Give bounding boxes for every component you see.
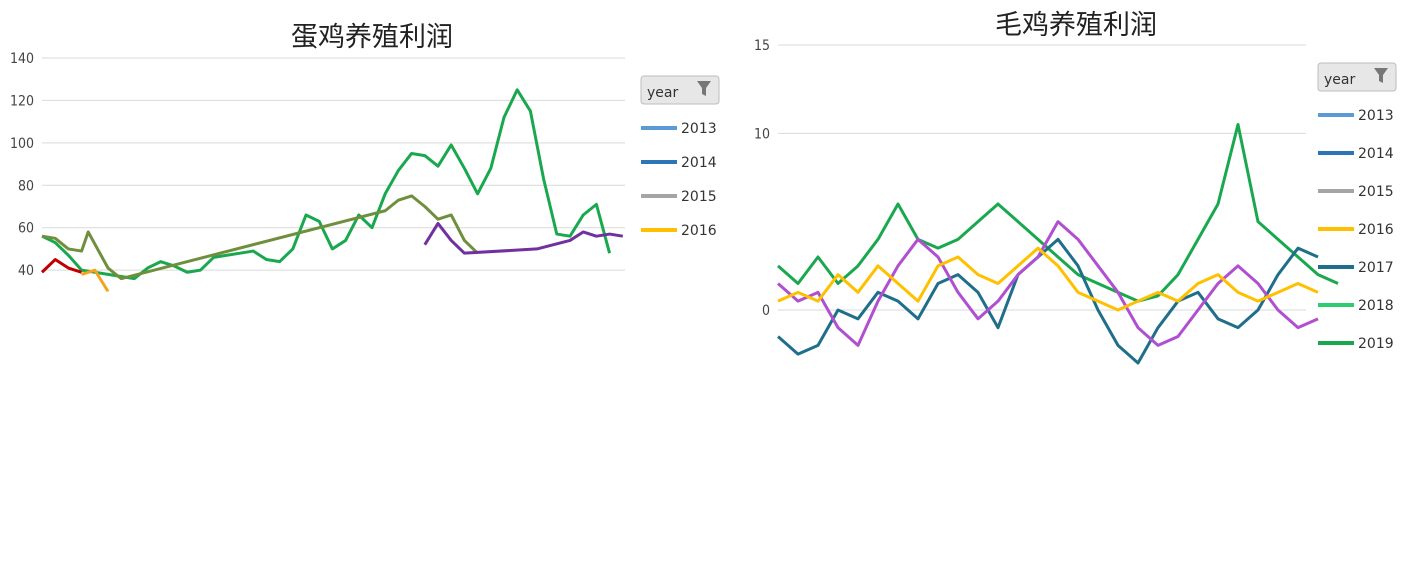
legend-label: 2014 (1358, 146, 1394, 162)
y-tick-label: 140 (10, 51, 34, 67)
chart-title: 蛋鸡养殖利润 (291, 22, 453, 53)
legend-label: 2015 (1358, 184, 1394, 200)
legend-entry[interactable]: 2014 (1318, 146, 1394, 162)
legend-entry[interactable]: 2016 (1318, 222, 1394, 238)
y-tick-label: 80 (18, 178, 34, 194)
series-line-orange (81, 268, 110, 293)
y-tick-label: 0 (762, 303, 770, 319)
year-filter-button[interactable]: year (640, 75, 720, 105)
egg-chart-panel: 蛋鸡养殖利润 40 60 80 100 120 140 year 2013 2014 2015 201… (10, 22, 720, 293)
series-line-olive (41, 194, 479, 281)
series-line-purple (777, 220, 1319, 347)
y-tick-label: 15 (754, 38, 770, 54)
series-line-green (41, 88, 612, 281)
legend-entry[interactable]: 2013 (1318, 108, 1394, 124)
filter-icon (697, 81, 711, 96)
y-tick-label: 60 (18, 221, 34, 237)
series-line-green (777, 123, 1339, 303)
legend-label: 2016 (1358, 222, 1394, 238)
legend: year 2013 2014 2015 2016 2017 2018 2019 (1317, 62, 1397, 352)
legend-label: 2019 (1358, 336, 1394, 352)
broiler-profit-chart: 毛鸡养殖利润 0 10 15 year 2013 2014 2015 2016 2017 2018 2… (754, 10, 1397, 365)
legend-entry[interactable]: 2015 (641, 189, 717, 205)
legend-entry[interactable]: 2018 (1318, 298, 1394, 314)
legend-entry[interactable]: 2013 (641, 121, 717, 137)
legend-entry[interactable]: 2017 (1318, 260, 1394, 276)
y-tick-label: 10 (754, 126, 770, 142)
legend-label: 2013 (1358, 108, 1394, 124)
broiler-chart-panel: 毛鸡养殖利润 0 10 15 year 2013 2014 2015 2016 2017 2018 2… (746, 0, 1406, 575)
egg-profit-chart: 蛋鸡养殖利润 40 60 80 100 120 140 year 2013 2014 2015 201… (10, 22, 720, 293)
year-filter-button[interactable]: year (1317, 62, 1397, 92)
legend-label: 2016 (681, 223, 717, 239)
legend-entry[interactable]: 2019 (1318, 336, 1394, 352)
series-line-red (40, 258, 83, 274)
y-tick-label: 40 (18, 263, 34, 279)
legend-label: 2018 (1358, 298, 1394, 314)
chart-title: 毛鸡养殖利润 (995, 10, 1157, 41)
legend-label: 2017 (1358, 260, 1394, 276)
legend-label: 2013 (681, 121, 717, 137)
y-tick-label: 120 (10, 93, 34, 109)
series-line-gold (777, 246, 1319, 312)
legend-entry[interactable]: 2016 (641, 223, 717, 239)
filter-icon (1374, 68, 1388, 83)
legend: year 2013 2014 2015 2016 (640, 75, 720, 239)
legend-label: 2014 (681, 155, 717, 171)
year-filter-label: year (647, 85, 678, 101)
legend-entry[interactable]: 2015 (1318, 184, 1394, 200)
year-filter-label: year (1324, 72, 1355, 88)
legend-entry[interactable]: 2014 (641, 155, 717, 171)
y-tick-label: 100 (10, 136, 34, 152)
series-line-purple (423, 221, 624, 255)
series-line-teal (777, 237, 1319, 365)
legend-label: 2015 (681, 189, 717, 205)
